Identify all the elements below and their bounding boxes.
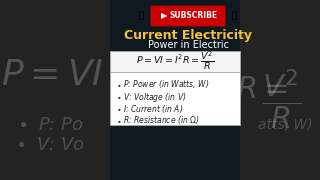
Text: $\dfrac{V^2}{R}$: $\dfrac{V^2}{R}$ (262, 68, 302, 132)
Text: $R$: Resistance (in $\Omega$): $R$: Resistance (in $\Omega$) (123, 114, 200, 126)
Text: $V$: Voltage (in V): $V$: Voltage (in V) (123, 91, 187, 104)
Text: $I$: Current (in A): $I$: Current (in A) (123, 103, 183, 115)
Text: $\bullet\;\;V$: Vo: $\bullet\;\;V$: Vo (15, 136, 85, 154)
Text: $P$: Power (in Watts, W): $P$: Power (in Watts, W) (123, 78, 210, 90)
Text: $P = VI$: $P = VI$ (1, 58, 103, 92)
Bar (110, 72, 240, 125)
Text: SUBSCRIBE: SUBSCRIBE (170, 12, 218, 21)
Bar (110, 0, 240, 85)
Text: $\bullet$: $\bullet$ (116, 105, 122, 114)
Text: $\bullet$: $\bullet$ (116, 93, 122, 102)
Text: Current Electricity: Current Electricity (124, 28, 252, 42)
Text: Power in Electric
Circuit: Power in Electric Circuit (148, 40, 228, 64)
Text: 💡: 💡 (231, 12, 237, 21)
Text: $\bullet$: $\bullet$ (116, 116, 122, 125)
Text: $\bullet\;\;P$: Po: $\bullet\;\;P$: Po (17, 116, 83, 134)
Text: $R =$: $R =$ (236, 75, 288, 105)
Text: atts, W): atts, W) (258, 118, 312, 132)
Text: ▶: ▶ (161, 12, 167, 21)
Bar (110, 85, 240, 180)
Text: $P = VI = I^2R = \dfrac{V^2}{R}$: $P = VI = I^2R = \dfrac{V^2}{R}$ (136, 50, 214, 72)
FancyBboxPatch shape (150, 6, 226, 26)
Bar (0, 0, 110, 180)
Bar (110, 51, 240, 72)
Text: 💡: 💡 (138, 12, 144, 21)
Text: $\bullet$: $\bullet$ (116, 80, 122, 89)
Bar (240, 0, 320, 180)
